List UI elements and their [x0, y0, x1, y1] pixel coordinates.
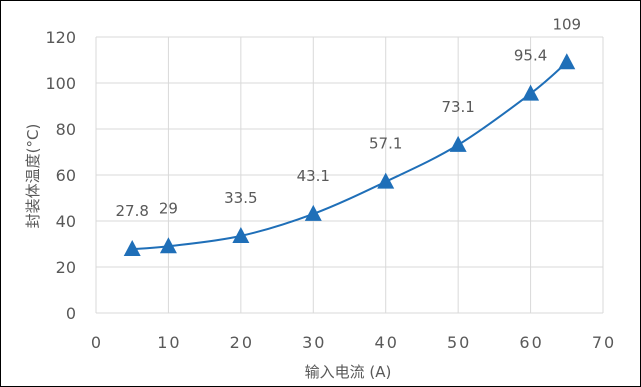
- data-marker: [558, 53, 575, 69]
- data-label: 109: [552, 15, 581, 33]
- x-tick-label: 50: [447, 333, 471, 352]
- data-label: 73.1: [441, 98, 474, 116]
- x-tick-label: 10: [157, 333, 181, 352]
- x-tick-label: 30: [302, 333, 326, 352]
- data-marker: [522, 85, 539, 101]
- x-tick-label: 70: [592, 333, 616, 352]
- data-markers: [124, 53, 576, 256]
- data-label: 29: [159, 199, 178, 217]
- y-tick-label: 60: [56, 166, 76, 185]
- x-tick-label: 20: [230, 333, 254, 352]
- x-tick-labels: 0 10 20 30 40 50 60 70: [91, 333, 616, 352]
- y-tick-label: 20: [56, 258, 76, 277]
- y-tick-label: 120: [45, 28, 76, 47]
- data-label: 95.4: [514, 47, 547, 65]
- y-axis-title: 封装体温度(°C): [24, 124, 42, 229]
- y-tick-labels: 0 20 40 60 80 100 120: [45, 28, 76, 323]
- gridlines: [96, 37, 603, 313]
- x-tick-label: 40: [375, 333, 399, 352]
- y-tick-label: 100: [45, 74, 76, 93]
- x-tick-label: 60: [519, 333, 543, 352]
- x-tick-label: 0: [91, 333, 103, 352]
- data-labels: 27.8 29 33.5 43.1 57.1 73.1 95.4 109: [116, 15, 582, 220]
- data-label: 33.5: [224, 189, 257, 207]
- y-tick-label: 80: [56, 120, 76, 139]
- y-tick-label: 0: [66, 304, 76, 323]
- data-label: 43.1: [297, 167, 330, 185]
- y-tick-label: 40: [56, 212, 76, 231]
- data-marker: [450, 136, 467, 152]
- data-marker: [305, 205, 322, 221]
- x-axis-title: 输入电流 (A): [305, 363, 392, 381]
- data-label: 27.8: [116, 202, 149, 220]
- data-label: 57.1: [369, 135, 402, 153]
